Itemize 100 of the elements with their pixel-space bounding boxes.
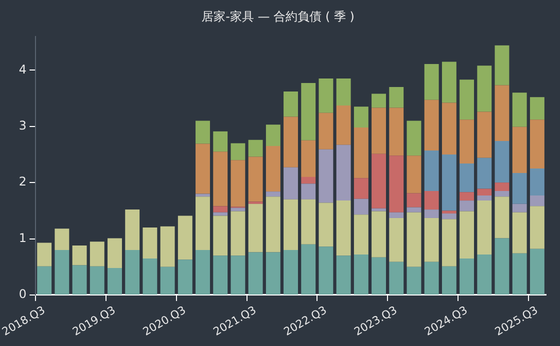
bar xyxy=(442,213,456,220)
bar xyxy=(406,212,422,267)
bar xyxy=(318,202,334,247)
bar xyxy=(336,106,351,145)
bar xyxy=(125,210,140,250)
bar xyxy=(213,206,228,212)
bar xyxy=(213,256,228,294)
bar xyxy=(494,196,510,238)
bar xyxy=(406,193,422,208)
bar xyxy=(160,266,175,294)
bar xyxy=(72,265,87,294)
bar xyxy=(512,212,527,254)
bar xyxy=(178,260,192,294)
bar xyxy=(37,242,52,266)
y-tick-label: 0 xyxy=(18,287,27,302)
bar xyxy=(196,120,210,144)
bar xyxy=(424,100,439,151)
bar xyxy=(460,120,474,164)
bar xyxy=(494,140,510,183)
bar xyxy=(318,246,334,294)
bar xyxy=(230,211,246,256)
bar xyxy=(424,150,439,191)
bar xyxy=(442,102,456,154)
bar xyxy=(142,228,158,258)
bar xyxy=(477,158,492,189)
bar xyxy=(301,176,316,184)
bar xyxy=(477,195,492,201)
bar xyxy=(372,154,386,208)
bar xyxy=(372,94,386,108)
bar xyxy=(213,216,228,256)
bar xyxy=(301,199,316,244)
bar xyxy=(248,252,263,294)
bar xyxy=(213,152,228,206)
bar xyxy=(108,238,122,268)
bar xyxy=(530,206,544,249)
bar xyxy=(442,266,456,294)
bar xyxy=(512,204,527,212)
bar xyxy=(230,160,246,207)
bar xyxy=(318,149,334,203)
bar xyxy=(494,182,510,191)
bar xyxy=(336,78,351,106)
bar xyxy=(354,214,368,255)
bar xyxy=(477,188,492,196)
bar xyxy=(301,244,316,294)
bar xyxy=(266,124,280,146)
bar xyxy=(406,207,422,212)
bar xyxy=(354,127,368,178)
bar xyxy=(530,97,544,120)
bar xyxy=(424,218,439,262)
bar xyxy=(266,146,280,192)
bar xyxy=(424,64,439,100)
bar xyxy=(442,62,456,103)
bar xyxy=(248,140,263,157)
bar xyxy=(354,106,368,128)
bar xyxy=(125,250,140,294)
bar xyxy=(372,257,386,294)
bar xyxy=(477,200,492,255)
bar xyxy=(336,144,351,201)
bar xyxy=(406,266,422,294)
bar xyxy=(389,108,404,156)
bar xyxy=(494,238,510,294)
bar xyxy=(442,210,456,214)
bar xyxy=(178,216,192,260)
bar xyxy=(284,199,298,250)
bar xyxy=(389,156,404,212)
bar xyxy=(530,120,544,169)
bar xyxy=(248,156,263,202)
bar xyxy=(406,120,422,156)
bar xyxy=(318,78,334,113)
bar xyxy=(530,195,544,206)
bar xyxy=(389,86,404,108)
bar xyxy=(460,211,474,258)
bar xyxy=(530,168,544,196)
bar xyxy=(494,190,510,197)
bar xyxy=(142,258,158,294)
chart-title: 居家-家具 — 合約負債 ( 季 ) xyxy=(202,9,354,24)
bar xyxy=(90,242,104,266)
bar xyxy=(424,262,439,294)
bar xyxy=(406,156,422,194)
bar xyxy=(477,254,492,294)
bar xyxy=(336,200,351,256)
bar xyxy=(196,250,210,294)
bar xyxy=(301,184,316,200)
bar xyxy=(512,126,527,174)
bar xyxy=(72,246,87,266)
bar xyxy=(160,226,175,267)
bar xyxy=(196,144,210,194)
y-tick-label: 2 xyxy=(18,174,27,189)
bar xyxy=(424,190,439,210)
bar xyxy=(54,228,70,250)
bar xyxy=(284,91,298,117)
bar xyxy=(512,253,527,294)
bar xyxy=(372,108,386,154)
bar xyxy=(284,116,298,168)
bar xyxy=(336,256,351,294)
bar xyxy=(460,80,474,120)
bar xyxy=(389,212,404,218)
bar xyxy=(494,45,510,86)
bar xyxy=(460,163,474,192)
bar xyxy=(284,167,298,200)
